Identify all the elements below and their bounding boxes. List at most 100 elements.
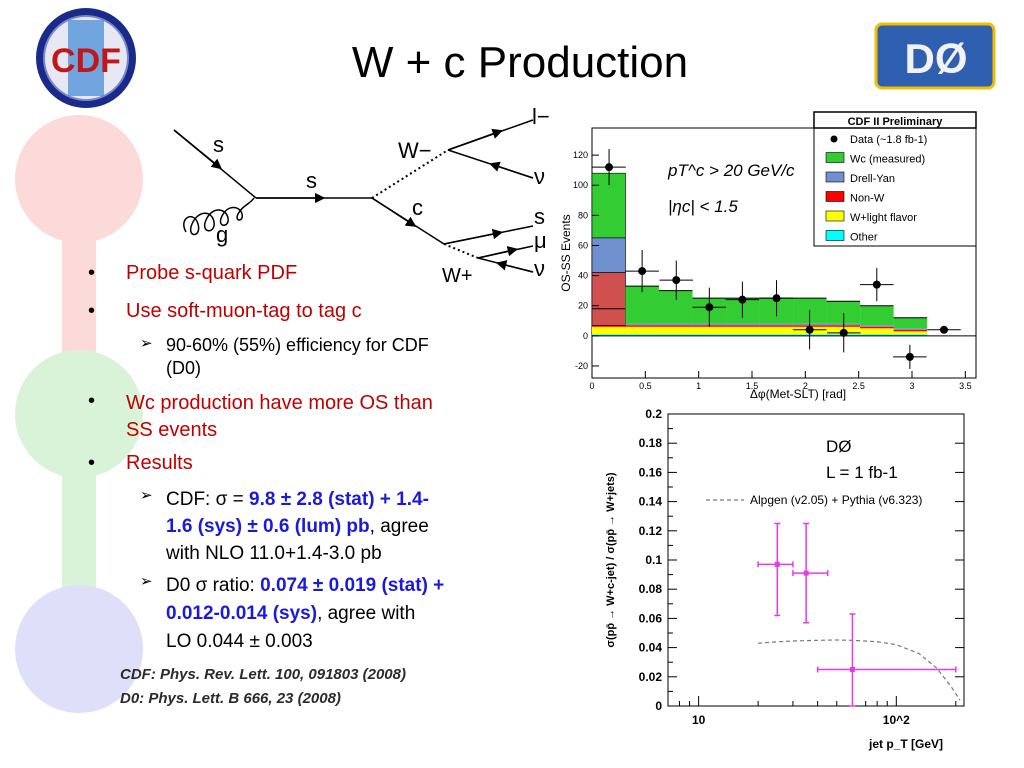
legend-marker (830, 135, 838, 143)
y-tick-label: 0.04 (639, 641, 663, 655)
y-tick-label: 40 (578, 271, 588, 281)
hist-bar (893, 334, 928, 336)
hist-bar (659, 325, 693, 327)
feynman-diagram: s g s c W− W+ l− ν s μ ν (168, 100, 558, 290)
data-point (905, 352, 914, 361)
y-tick-label: 0.08 (639, 582, 663, 596)
feyn-g: g (216, 222, 228, 247)
x-tick-label: 10^2 (883, 713, 910, 727)
hist-bar (893, 331, 928, 335)
cdf-nlo: with NLO 11.0+1.4-3.0 pb (166, 543, 382, 564)
hist-bar (726, 325, 760, 327)
data-point (940, 325, 948, 334)
data-point (772, 294, 781, 303)
data-point (774, 561, 780, 567)
hist-bar (692, 334, 727, 336)
y-tick-label: 0.1 (645, 553, 662, 567)
legend-label: Data (~1.8 fb-1) (850, 134, 927, 146)
hist-bar (893, 329, 928, 332)
feyn-s-mid: s (306, 168, 317, 193)
legend-swatch (825, 230, 845, 241)
feyn-nu1: ν (534, 164, 545, 189)
hist-bar (826, 301, 861, 324)
data-point (839, 328, 848, 337)
d0-logo-text: DØ (905, 35, 968, 82)
y-tick-label: 0.14 (639, 495, 663, 509)
d0-lo: LO 0.044 ± 0.003 (166, 631, 313, 652)
y-tick-label: 0.02 (639, 670, 663, 684)
hist-bar (659, 334, 693, 336)
feyn-nu2: ν (534, 256, 545, 281)
decor-bar-red (62, 230, 96, 370)
legend-swatch (825, 191, 845, 202)
d0-prefix: D0 σ ratio: (166, 575, 261, 596)
hist-bar (759, 334, 794, 336)
feyn-w-minus: W− (398, 138, 432, 163)
data-point (738, 295, 747, 304)
d0-xlabel: jet p_T [GeV] (868, 737, 943, 751)
bullet-text: Wc production have more OS than (126, 392, 433, 414)
data-point (638, 267, 647, 276)
hist-bar (726, 334, 760, 336)
decor-circle-blue (15, 585, 143, 713)
feyn-s-in: s (213, 132, 224, 157)
decor-circle-red (15, 115, 143, 243)
hist-bar (625, 325, 660, 327)
hist-bar (759, 326, 794, 335)
hist-bar (860, 326, 894, 329)
legend-label: Non-W (850, 193, 885, 205)
data-point (849, 667, 855, 672)
cdf-logo: CDF (34, 6, 138, 110)
cdf-annotation-eta: |ηc| < 1.5 (668, 197, 738, 216)
y-tick-label: -20 (575, 361, 588, 371)
hist-bar (860, 328, 894, 335)
data-point (672, 276, 681, 285)
bullet-text: Results (126, 452, 193, 474)
data-point (803, 570, 809, 576)
legend-swatch (825, 171, 845, 183)
cdf-value: 9.8 ± 2.8 (stat) + 1.4- (249, 489, 429, 510)
data-point (872, 280, 881, 289)
cdf-prefix: CDF: σ = (166, 489, 249, 510)
bullet-list: • Probe s-quark PDF • Use soft-muon-tag to… (88, 262, 558, 662)
legend-swatch (825, 210, 845, 222)
d0-ratio-chart: 0 0.02 0.04 0.06 0.08 0.1 0.12 0.14 0.16 0.18 0.2 1… (586, 404, 986, 760)
y-tick-label: 20 (578, 301, 588, 311)
bullet-text: SS events (126, 419, 218, 441)
x-tick-label: 2.5 (852, 381, 865, 391)
hist-bar (592, 325, 626, 327)
hist-bar (759, 325, 794, 327)
cdf-annotation-pt: pT^c > 20 GeV/c (667, 161, 795, 180)
bullet-text: Probe s-quark PDF (126, 262, 298, 284)
feyn-mu: μ (534, 228, 547, 253)
hist-bar (893, 317, 928, 329)
y-tick-label: 120 (573, 150, 588, 160)
x-tick-label: 2 (803, 381, 808, 391)
theory-curve (758, 639, 961, 701)
bullet-text: Use soft-muon-tag to tag c (126, 300, 362, 322)
legend-label: Drell-Yan (850, 173, 895, 185)
hist-bar (591, 237, 626, 273)
hist-bar (659, 323, 693, 326)
hist-bar (625, 286, 660, 324)
hist-bar (860, 334, 894, 336)
x-tick-label: 0.5 (639, 381, 652, 391)
cdf-ylabel: OS-SS Events (559, 214, 573, 291)
feyn-c: c (412, 195, 423, 220)
hist-bar (592, 326, 626, 335)
hist-bar (759, 323, 794, 326)
reference-cdf: CDF: Phys. Rev. Lett. 100, 091803 (2008) (120, 666, 406, 683)
reference-d0: D0: Phys. Lett. B 666, 23 (2008) (120, 690, 341, 707)
page-title: W + c Production (351, 38, 689, 87)
hist-bar (860, 305, 894, 326)
cdf-value-2: 1.6 (sys) ± 0.6 (lum) pb (166, 516, 370, 537)
y-tick-label: 0 (655, 699, 662, 713)
x-tick-label: 10 (692, 713, 706, 727)
legend-label: Wc (measured) (850, 154, 925, 166)
y-tick-label: 100 (573, 180, 588, 190)
x-tick-label: 0 (589, 381, 594, 391)
legend-label: Other (850, 232, 878, 244)
d0-chart-title: DØ (826, 437, 852, 456)
y-tick-label: 0 (583, 331, 588, 341)
